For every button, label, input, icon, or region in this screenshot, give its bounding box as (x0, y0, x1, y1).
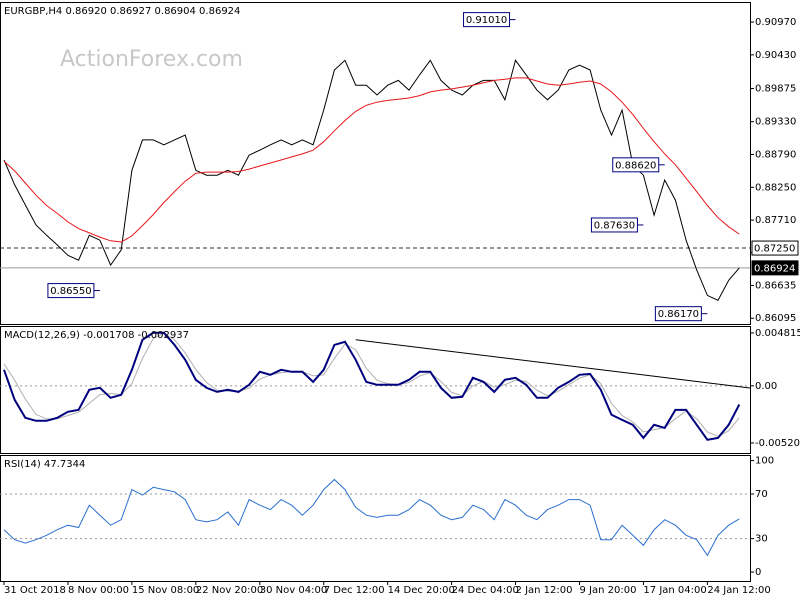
panel-frame (0, 2, 751, 325)
callout-box (463, 12, 511, 28)
panel-frame (0, 326, 751, 454)
callout-box (654, 306, 702, 322)
callout-box (612, 157, 660, 173)
x-tick-label: 2 Jan 12:00 (516, 585, 573, 596)
y-tick-label: 0.88250 (755, 182, 796, 193)
y-tick-label: 0 (755, 567, 761, 578)
series-line (3, 478, 740, 557)
callout-box (47, 283, 95, 299)
level-label: 0.87250 (754, 244, 795, 255)
y-tick-label: 0.86095 (755, 313, 796, 324)
callout-label: 0.87630 (594, 220, 635, 231)
panel-frame (0, 455, 751, 582)
x-tick-label: 15 Nov 08:00 (132, 585, 199, 596)
x-tick-label: 31 Oct 2018 (4, 585, 66, 596)
y-tick-label: 0.86635 (755, 280, 796, 291)
level-label: 0.86924 (754, 263, 795, 274)
callout-box (590, 217, 638, 233)
x-tick-label: 7 Dec 12:00 (324, 585, 385, 596)
x-tick-label: 24 Dec 04:00 (452, 585, 519, 596)
y-tick-label: 0.00 (755, 381, 777, 392)
y-tick-label: 0.004815 (755, 328, 800, 339)
series-line (3, 59, 740, 301)
y-tick-label: 0.87710 (755, 215, 796, 226)
y-tick-label: -0.005204 (755, 438, 800, 449)
x-tick-label: 9 Jan 20:00 (579, 585, 636, 596)
series-line (3, 331, 741, 441)
y-tick-label: 100 (755, 456, 774, 467)
level-label-box (751, 240, 799, 256)
callout-label: 0.88620 (615, 160, 656, 171)
x-tick-label: 8 Nov 00:00 (68, 585, 129, 596)
level-label-box (751, 260, 799, 276)
callout-label: 0.86170 (658, 309, 699, 320)
callout-label: 0.91010 (466, 15, 507, 26)
callout-label: 0.86550 (50, 286, 91, 297)
panel-title: EURGBP,H4 0.86920 0.86927 0.86904 0.8692… (4, 6, 240, 17)
x-tick-label: 30 Nov 04:00 (260, 585, 327, 596)
x-tick-label: 14 Dec 20:00 (388, 585, 455, 596)
y-tick-label: 0.90970 (755, 17, 796, 28)
series-line (3, 332, 740, 437)
series-line (3, 77, 740, 243)
trendline (355, 339, 751, 389)
y-tick-label: 0.89875 (755, 84, 796, 95)
panel-title: RSI(14) 47.7344 (4, 459, 85, 470)
y-tick-label: 0.90430 (755, 50, 796, 61)
watermark: ActionForex.com (60, 47, 243, 72)
y-tick-label: 0.89330 (755, 117, 796, 128)
y-tick-label: 30 (755, 534, 768, 545)
y-tick-label: 0.88790 (755, 149, 796, 160)
x-tick-label: 17 Jan 04:00 (643, 585, 706, 596)
x-tick-label: 22 Nov 20:00 (196, 585, 263, 596)
x-tick-label: 24 Jan 12:00 (707, 585, 770, 596)
y-tick-label: 70 (755, 489, 768, 500)
panel-title: MACD(12,26,9) -0.001708 -0.002937 (4, 330, 189, 341)
